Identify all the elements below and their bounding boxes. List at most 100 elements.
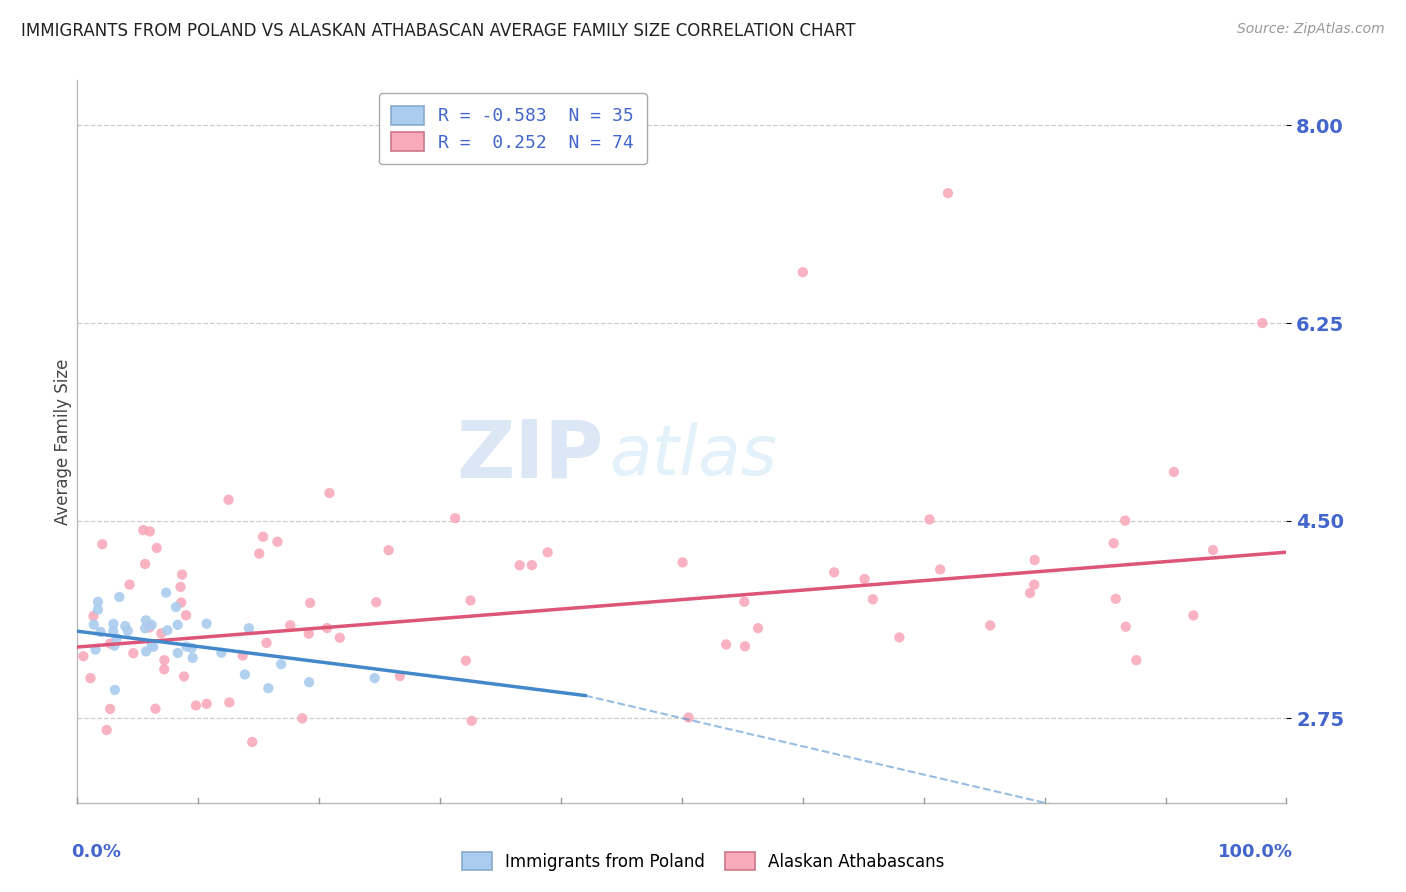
Text: ZIP: ZIP — [456, 417, 603, 495]
Point — [184, 698, 207, 713]
Point — [377, 543, 399, 558]
Point — [135, 613, 157, 627]
Point — [714, 638, 737, 652]
Text: 100.0%: 100.0% — [1218, 843, 1292, 861]
Point — [83, 617, 105, 632]
Point — [181, 651, 204, 665]
Point — [671, 556, 693, 570]
Point — [104, 682, 127, 697]
Point — [444, 511, 467, 525]
Point — [82, 609, 104, 624]
Point — [180, 641, 202, 656]
Point — [232, 648, 254, 663]
Point — [145, 541, 167, 555]
Point — [103, 639, 125, 653]
Point — [117, 624, 139, 638]
Point — [1251, 316, 1274, 330]
Point — [96, 723, 118, 737]
Point — [174, 608, 197, 623]
Point — [853, 572, 876, 586]
Point — [103, 616, 125, 631]
Point — [388, 669, 411, 683]
Point — [87, 595, 110, 609]
Point — [87, 602, 110, 616]
Point — [155, 585, 177, 599]
Point — [122, 646, 145, 660]
Point — [733, 595, 755, 609]
Point — [139, 524, 162, 539]
Point — [176, 640, 198, 654]
Point — [936, 186, 959, 201]
Point — [91, 537, 114, 551]
Point — [257, 681, 280, 696]
Point — [240, 735, 263, 749]
Point — [734, 640, 756, 654]
Point — [460, 593, 482, 607]
Point — [195, 616, 218, 631]
Point — [918, 512, 941, 526]
Point — [509, 558, 531, 573]
Point — [153, 662, 176, 676]
Point — [238, 621, 260, 635]
Point — [209, 646, 232, 660]
Point — [1024, 553, 1046, 567]
Point — [173, 669, 195, 683]
Point — [108, 590, 131, 604]
Point — [1115, 620, 1137, 634]
Point — [363, 671, 385, 685]
Point — [156, 624, 179, 638]
Point — [141, 637, 163, 651]
Text: IMMIGRANTS FROM POLAND VS ALASKAN ATHABASCAN AVERAGE FAMILY SIZE CORRELATION CHA: IMMIGRANTS FROM POLAND VS ALASKAN ATHABA… — [21, 22, 856, 40]
Point — [454, 654, 477, 668]
Point — [138, 620, 160, 634]
Point — [329, 631, 352, 645]
Point — [98, 637, 121, 651]
Point — [316, 621, 339, 635]
Point — [90, 624, 112, 639]
Point — [747, 621, 769, 635]
Point — [823, 566, 845, 580]
Point — [520, 558, 543, 573]
Point — [150, 626, 173, 640]
Point — [169, 580, 191, 594]
Point — [1202, 543, 1225, 558]
Point — [218, 695, 240, 709]
Point — [291, 711, 314, 725]
Point — [118, 577, 141, 591]
Point — [298, 675, 321, 690]
Point — [252, 530, 274, 544]
Point — [929, 562, 952, 576]
Point — [1114, 514, 1136, 528]
Point — [132, 523, 155, 537]
Point — [195, 697, 218, 711]
Legend: R = -0.583  N = 35, R =  0.252  N = 74: R = -0.583 N = 35, R = 0.252 N = 74 — [378, 93, 647, 164]
Point — [103, 624, 125, 638]
Point — [84, 642, 107, 657]
Point — [862, 592, 884, 607]
Point — [979, 618, 1001, 632]
Point — [1102, 536, 1125, 550]
Text: atlas: atlas — [609, 423, 778, 490]
Point — [256, 636, 278, 650]
Point — [278, 618, 301, 632]
Point — [792, 265, 814, 279]
Point — [266, 534, 288, 549]
Point — [233, 667, 256, 681]
Point — [536, 545, 558, 559]
Point — [1019, 586, 1042, 600]
Point — [165, 599, 187, 614]
Point — [142, 640, 165, 654]
Y-axis label: Average Family Size: Average Family Size — [55, 359, 73, 524]
Point — [1182, 608, 1205, 623]
Point — [247, 547, 270, 561]
Point — [170, 595, 193, 609]
Legend: Immigrants from Poland, Alaskan Athabascans: Immigrants from Poland, Alaskan Athabasc… — [453, 844, 953, 880]
Point — [79, 671, 101, 685]
Point — [153, 653, 176, 667]
Point — [134, 621, 156, 635]
Point — [135, 644, 157, 658]
Point — [1105, 591, 1128, 606]
Point — [166, 646, 188, 660]
Point — [134, 557, 156, 571]
Point — [141, 617, 163, 632]
